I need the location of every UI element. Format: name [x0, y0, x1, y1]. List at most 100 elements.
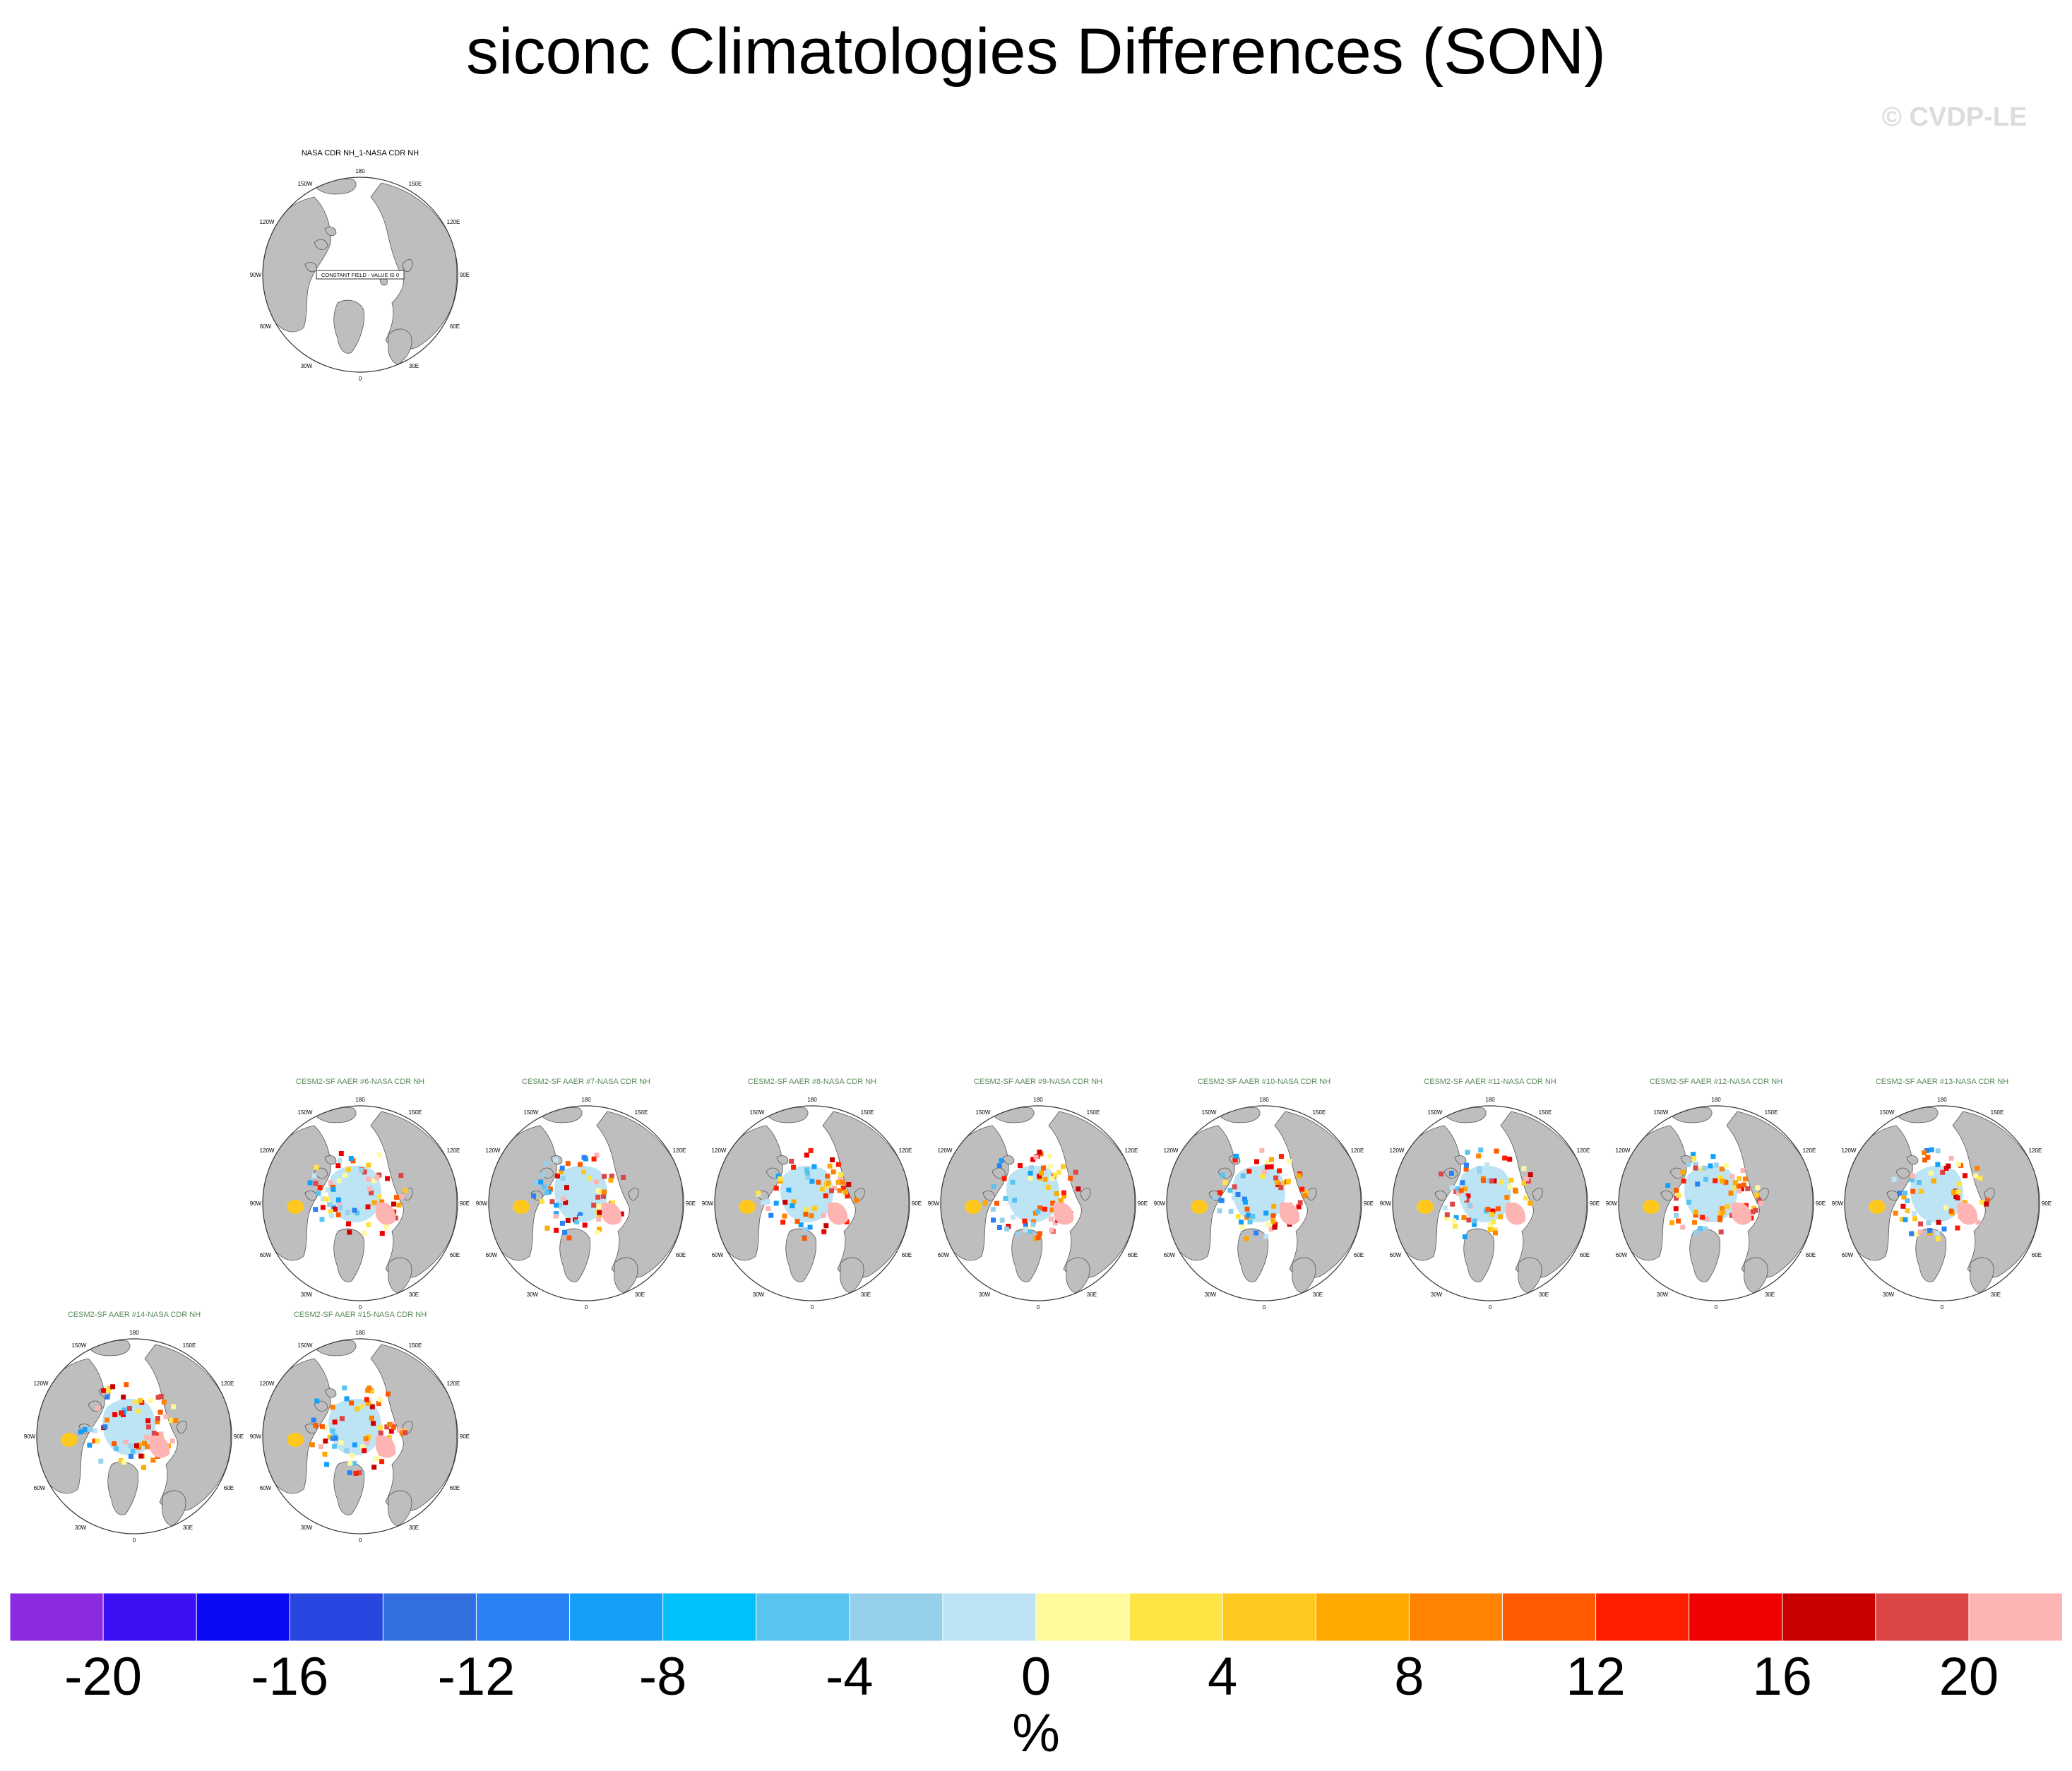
longitude-label: 120E — [673, 1147, 686, 1154]
grid-cell — [158, 1394, 164, 1399]
grid-cell — [1936, 1220, 1941, 1225]
longitude-label: 90E — [912, 1200, 922, 1207]
longitude-label: 90E — [1590, 1200, 1600, 1207]
map-surface — [1393, 1106, 1588, 1301]
grid-cell — [1027, 1229, 1032, 1234]
grid-cell — [1703, 1226, 1708, 1232]
landmass — [1744, 1257, 1768, 1294]
landmasses — [263, 1107, 458, 1294]
colorbar-swatch — [196, 1593, 291, 1642]
longitude-label: 150E — [635, 1109, 648, 1116]
hudson-bay-anomaly — [965, 1200, 982, 1214]
grid-cell — [365, 1400, 371, 1406]
map-border — [1392, 1105, 1588, 1301]
longitude-label: 30W — [753, 1292, 765, 1298]
grid-cell — [82, 1427, 88, 1432]
longitude-label: 30W — [1431, 1292, 1443, 1298]
grid-cell — [105, 1388, 111, 1393]
map-panel: NASA CDR NH_1-NASA CDR NH 180 150W 150E 120W… — [247, 148, 473, 381]
grid-cell — [1755, 1185, 1761, 1191]
grid-cell — [1227, 1188, 1233, 1193]
grid-cell — [1033, 1155, 1039, 1160]
grid-cell — [1037, 1150, 1042, 1155]
grid-cell — [566, 1210, 571, 1215]
polar-map: 180 150W 150E 120W 120E 90W 90E 60W 60E 30W 30E 0 CO… — [250, 168, 470, 381]
grid-cell — [346, 1221, 351, 1227]
grid-cell — [804, 1170, 810, 1176]
grid-cell — [1006, 1224, 1011, 1229]
longitude-label: 150E — [1539, 1109, 1552, 1116]
longitude-label: 90W — [476, 1200, 488, 1207]
longitude-label: 120W — [1164, 1147, 1179, 1154]
longitude-label: 150E — [1991, 1109, 2004, 1116]
landmass — [992, 1167, 1006, 1179]
grid-cell — [610, 1200, 616, 1205]
grid-cell — [366, 1434, 371, 1440]
grid-cell — [564, 1185, 569, 1191]
grid-cell — [1758, 1200, 1763, 1206]
map-border — [36, 1338, 232, 1534]
longitude-label: 120E — [221, 1381, 234, 1387]
grid-cell — [1041, 1165, 1047, 1171]
longitude-label: 120W — [712, 1147, 727, 1154]
map-panel: CESM2-SF AAER #13-NASA CDR NH 180 150W 150E… — [1829, 1077, 2055, 1310]
grid-cell — [1268, 1164, 1274, 1169]
landmass — [776, 1155, 789, 1165]
longitude-label: 60W — [260, 1485, 272, 1491]
longitude-label: 120W — [938, 1147, 953, 1154]
landmass — [628, 1188, 639, 1201]
grid-cell — [1234, 1153, 1239, 1159]
grid-cell — [773, 1186, 779, 1191]
grid-cell — [1917, 1229, 1923, 1235]
longitude-label: 30E — [1313, 1292, 1323, 1298]
grid-cell — [807, 1224, 813, 1230]
positive-region — [376, 1435, 396, 1458]
grid-cell — [313, 1423, 318, 1428]
grid-cell — [1049, 1207, 1055, 1212]
positive-region — [1280, 1202, 1300, 1225]
grid-cell — [1903, 1217, 1908, 1222]
grid-cell — [823, 1193, 828, 1198]
map-border — [262, 1338, 458, 1534]
grid-cell — [846, 1181, 852, 1187]
grid-cell — [1235, 1192, 1241, 1197]
grid-cell — [1925, 1155, 1931, 1160]
grid-cell — [1464, 1162, 1469, 1168]
longitude-label: 30W — [979, 1292, 991, 1298]
longitude-label: 90E — [1138, 1200, 1148, 1207]
grid-cell — [1691, 1156, 1697, 1161]
grid-cell — [1732, 1185, 1738, 1191]
grid-cell — [1270, 1218, 1276, 1224]
grid-cell — [307, 1180, 313, 1186]
grid-cell — [1004, 1226, 1010, 1232]
grid-cell — [768, 1212, 774, 1218]
grid-cell — [1713, 1162, 1719, 1168]
grid-cell — [364, 1440, 370, 1445]
grid-cell — [335, 1163, 341, 1169]
longitude-label: 150W — [1202, 1109, 1217, 1116]
grid-cell — [1745, 1186, 1751, 1191]
longitude-label: 180 — [355, 1097, 365, 1103]
grid-cell — [766, 1206, 771, 1211]
grid-cell — [1956, 1181, 1962, 1187]
grid-cell — [581, 1155, 587, 1160]
grid-cell — [563, 1200, 568, 1205]
grid-cell — [1266, 1222, 1271, 1227]
longitude-label: 30W — [301, 1525, 313, 1531]
colorbar-swatch — [1875, 1593, 1970, 1642]
grid-cell — [1023, 1227, 1028, 1233]
landmass — [1906, 1155, 1919, 1165]
grid-cell — [593, 1179, 599, 1185]
landmass — [333, 299, 365, 354]
grid-cell — [1228, 1208, 1234, 1214]
grid-cell — [362, 1169, 367, 1175]
grid-cell — [371, 1178, 376, 1183]
grid-cell — [323, 1438, 328, 1444]
grid-cell — [1076, 1186, 1081, 1192]
grid-cell — [1453, 1215, 1459, 1220]
map-panel: CESM2-SF AAER #6-NASA CDR NH 180 150W 150E 1… — [247, 1077, 473, 1310]
grid-cell — [1955, 1195, 1960, 1200]
grid-cell — [344, 1448, 350, 1453]
grid-cell — [1911, 1210, 1917, 1216]
grid-cell — [1903, 1191, 1907, 1195]
